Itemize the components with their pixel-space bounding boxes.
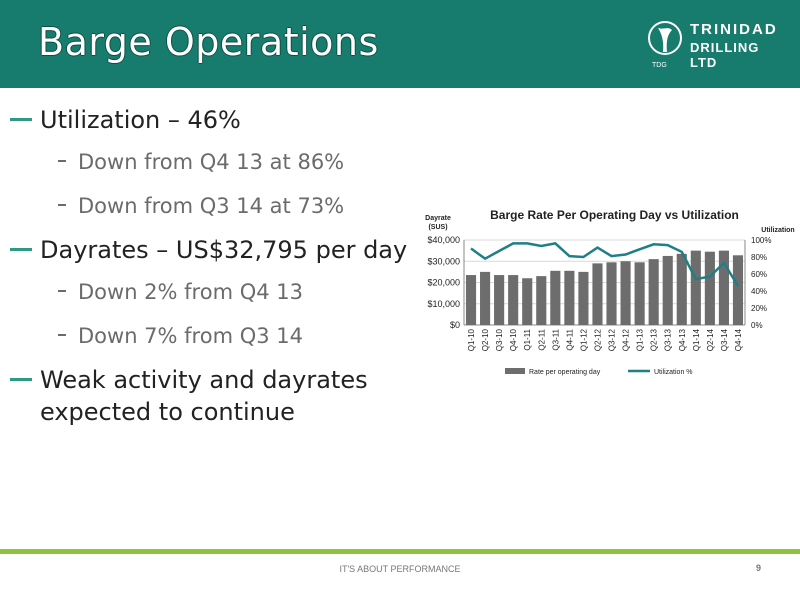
page-number: 9 <box>756 563 762 573</box>
y-tick-label: $30,000 <box>427 256 460 266</box>
bullet-continuation: expected to continue <box>40 398 295 426</box>
bullet-text: Utilization – 46% <box>40 106 241 134</box>
bullet-text: Weak activity and dayrates <box>40 366 368 394</box>
x-tick-label: Q1-10 <box>467 328 476 351</box>
bullet-dash-icon <box>10 377 32 381</box>
bullet-dash-icon <box>10 247 32 251</box>
x-tick-label: Q1-11 <box>523 328 532 350</box>
logo-name-line1: TRINIDAD <box>690 21 778 38</box>
x-tick-label: Q4-14 <box>734 328 743 351</box>
y2-tick-label: 20% <box>751 304 767 313</box>
sub-bullet-text: Down 2% from Q4 13 <box>78 280 304 304</box>
y-tick-label: $0 <box>450 320 460 330</box>
x-tick-label: Q3-14 <box>720 328 729 351</box>
chart-title: Barge Rate Per Operating Day vs Utilizat… <box>490 208 739 222</box>
y2-tick-label: 80% <box>751 253 767 262</box>
y-tick-label: $10,000 <box>427 299 460 309</box>
bar <box>550 270 561 325</box>
y-axis-label-line2: (SUS) <box>428 224 447 231</box>
bar <box>662 255 673 325</box>
sub-bullet-text: Down from Q4 13 at 86% <box>78 150 345 174</box>
y2-tick-label: 60% <box>751 270 767 279</box>
x-tick-label: Q2-13 <box>650 328 659 351</box>
x-tick-label: Q2-12 <box>594 328 603 351</box>
x-tick-label: Q4-13 <box>678 328 687 351</box>
x-tick-label: Q3-10 <box>495 328 504 351</box>
y-tick-label: $20,000 <box>427 278 460 288</box>
bar <box>718 250 729 325</box>
sub-bullet-text: Down from Q3 14 at 73% <box>78 194 345 218</box>
bar <box>732 255 744 325</box>
x-tick-label: Q1-14 <box>692 328 701 351</box>
legend-label: Rate per operating day <box>529 369 601 376</box>
sub-bullet-item: Down from Q3 14 at 73% <box>58 194 344 218</box>
sub-bullet-text: Down 7% from Q3 14 <box>78 324 304 348</box>
bar <box>606 262 617 325</box>
bar <box>690 250 701 325</box>
x-tick-label: Q1-13 <box>636 328 645 351</box>
bar <box>494 275 505 325</box>
y2-tick-label: 0% <box>751 321 763 330</box>
sub-bullet-dash-icon <box>58 334 66 336</box>
x-tick-label: Q2-10 <box>481 328 490 351</box>
sub-bullet-dash-icon <box>58 160 66 162</box>
bar <box>676 253 687 325</box>
bar <box>522 278 533 325</box>
x-tick-label: Q2-11 <box>537 328 546 350</box>
logo-name-line2: DRILLING LTD <box>690 40 760 70</box>
logo-mark-icon <box>648 21 682 55</box>
x-tick-label: Q2-14 <box>706 328 715 351</box>
bar <box>508 275 519 325</box>
bar <box>620 261 631 325</box>
bullet-item: Dayrates – US$32,795 per day <box>10 236 407 264</box>
sub-bullet-item: Down 7% from Q3 14 <box>58 324 303 348</box>
bullet-item: Utilization – 46% <box>10 106 241 134</box>
bar <box>480 271 491 325</box>
bar <box>634 262 645 325</box>
x-tick-label: Q3-13 <box>664 328 673 351</box>
utilization-line <box>470 242 740 287</box>
y-axis-label: Dayrate <box>425 215 451 222</box>
header-bar: Barge Operations TRINIDAD DRILLING LTD T… <box>0 0 800 88</box>
x-tick-label: Q1-12 <box>579 328 588 351</box>
legend-bar-swatch <box>505 368 525 374</box>
x-tick-label: Q3-11 <box>551 328 560 350</box>
y2-tick-label: 40% <box>751 287 767 296</box>
barge-rate-utilization-chart: Barge Rate Per Operating Day vs Utilizat… <box>425 208 795 376</box>
sub-bullet-dash-icon <box>58 204 66 206</box>
bullet-dash-icon <box>10 117 32 121</box>
bar <box>704 251 715 325</box>
sub-bullet-dash-icon <box>58 290 66 292</box>
y-tick-label: $40,000 <box>427 235 460 245</box>
bar <box>648 259 659 325</box>
footer-divider <box>0 549 800 554</box>
x-tick-label: Q4-12 <box>622 328 631 351</box>
bullet-item: Weak activity and dayrates <box>10 366 368 394</box>
sub-bullet-item: Down 2% from Q4 13 <box>58 280 303 304</box>
bar <box>536 276 547 325</box>
x-tick-label: Q3-12 <box>608 328 617 351</box>
x-tick-label: Q4-10 <box>509 328 518 351</box>
bar <box>564 270 575 325</box>
bar <box>592 263 603 325</box>
bar <box>578 271 589 325</box>
company-logo: TRINIDAD DRILLING LTD TDG <box>640 18 790 72</box>
sub-bullet-item: Down from Q4 13 at 86% <box>58 150 344 174</box>
footer-tagline: IT'S ABOUT PERFORMANCE <box>339 564 461 574</box>
legend-label: Utilization % <box>654 369 693 376</box>
page-title: Barge Operations <box>38 20 379 64</box>
bullet-text: Dayrates – US$32,795 per day <box>40 236 408 264</box>
y2-axis-label: Utilization <box>761 227 794 234</box>
x-tick-label: Q4-11 <box>565 328 574 350</box>
bar <box>465 275 477 325</box>
logo-abbr: TDG <box>652 62 667 69</box>
y2-tick-label: 100% <box>751 236 771 245</box>
